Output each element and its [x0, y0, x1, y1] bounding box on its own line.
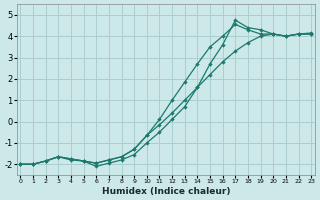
X-axis label: Humidex (Indice chaleur): Humidex (Indice chaleur): [101, 187, 230, 196]
